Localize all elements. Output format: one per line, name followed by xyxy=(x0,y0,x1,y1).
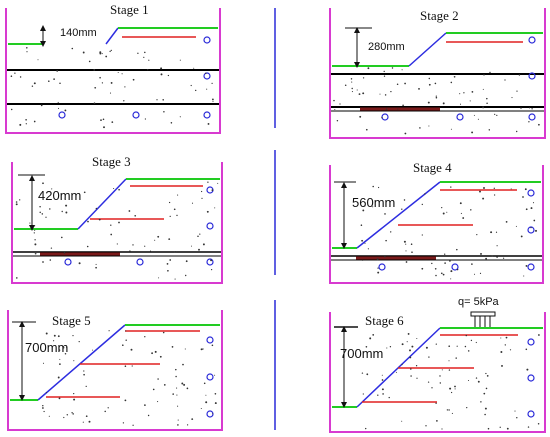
stage-2-container xyxy=(329,8,546,139)
stage-1-panel: Stage 1 140mm xyxy=(5,2,221,134)
stage-6-load-plate xyxy=(470,311,496,327)
stage-3-sensor-2 xyxy=(206,222,214,230)
stage-1-slope-face xyxy=(105,27,119,45)
stage-3-sensor-4 xyxy=(136,258,144,266)
stage-4-sensor-2 xyxy=(527,226,535,234)
stage-4-sensor-4 xyxy=(451,263,459,271)
stage-6-height-label: 700mm xyxy=(340,346,383,361)
stage-2-height-label: 280mm xyxy=(368,41,405,53)
stage-3-sensor-5 xyxy=(206,258,214,266)
stage-2-soil-texture xyxy=(333,67,540,135)
stage-3-title: Stage 3 xyxy=(92,154,131,169)
stage-1-container xyxy=(5,8,221,134)
stage-3-height-label: 420mm xyxy=(38,188,81,203)
stage-2-sensor-3 xyxy=(381,113,389,121)
stage-3-soil-texture xyxy=(15,181,219,280)
stage-1-soil-texture xyxy=(10,47,214,129)
stage-6-title: Stage 6 xyxy=(365,313,404,328)
stage-4-panel: Stage 4 560mm xyxy=(329,160,544,284)
stage-4-height-label: 560mm xyxy=(352,195,395,210)
stage-4-sensor-3 xyxy=(378,263,386,271)
stage-4-title: Stage 4 xyxy=(413,160,452,175)
stage-5-sensor-1 xyxy=(206,336,214,344)
stage-5-panel: Stage 5 700mm xyxy=(7,310,223,431)
stage-6-panel: Stage 6 700mm q= 5kPa xyxy=(329,296,546,433)
stage-4-sensor-5 xyxy=(527,263,535,271)
stage-1-height-label: 140mm xyxy=(60,27,97,39)
stage-2-title: Stage 2 xyxy=(420,8,459,23)
stage-5-soil-texture xyxy=(42,330,217,426)
stage-6-sensor-3 xyxy=(527,410,535,418)
stage-1-sensor-1 xyxy=(203,36,211,44)
stage-5-sensor-3 xyxy=(206,410,214,418)
stage-3-container xyxy=(11,162,223,284)
stage-4-soil-texture xyxy=(360,185,537,280)
stage-4-slope-face xyxy=(356,181,441,249)
stage-5-sensor-2 xyxy=(206,373,214,381)
stage-6-container xyxy=(329,312,546,433)
stage-6-load-label: q= 5kPa xyxy=(458,296,500,308)
stage-2-sensor-1 xyxy=(528,36,536,44)
stage-6-sensor-2 xyxy=(527,374,535,382)
stage-5-title: Stage 5 xyxy=(52,313,91,328)
stage-5-container xyxy=(7,310,223,431)
stage-3-panel: Stage 3 420mm xyxy=(11,154,223,284)
stage-1-sensor-4 xyxy=(132,111,140,119)
stage-1-title: Stage 1 xyxy=(110,2,149,17)
stage-2-sensor-4 xyxy=(456,113,464,121)
stage-3-sensor-3 xyxy=(64,258,72,266)
stage-1-sensor-2 xyxy=(203,72,211,80)
stage-6-sensor-1 xyxy=(527,338,535,346)
stage-4-sensor-1 xyxy=(527,189,535,197)
stage-2-panel: Stage 2 280mm xyxy=(329,8,546,139)
stage-3-slope-face xyxy=(77,178,127,230)
stage-5-height-label: 700mm xyxy=(25,340,68,355)
stage-1-sensor-3 xyxy=(58,111,66,119)
stage-2-slope-face xyxy=(408,32,447,67)
stage-2-sensor-5 xyxy=(528,113,536,121)
stage-6-soil-texture xyxy=(361,332,540,430)
stage-1-sensor-5 xyxy=(203,111,211,119)
stage-4-container xyxy=(329,165,544,284)
stage-2-sensor-2 xyxy=(528,72,536,80)
stage-5-slope-face xyxy=(37,324,126,401)
